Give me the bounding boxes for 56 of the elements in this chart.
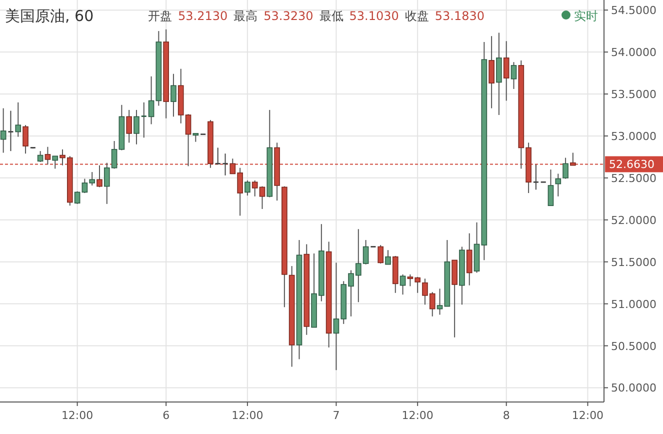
y-tick-label: 53.0000 [611, 130, 656, 143]
text: 美国原油, 60 [5, 7, 94, 25]
candlestick [436, 288, 443, 316]
candlestick [96, 164, 102, 188]
y-tick-label: 54.5000 [611, 4, 656, 18]
x-tick-label: 6 [162, 409, 170, 422]
candlestick [15, 102, 22, 138]
x-tick-label: 7 [332, 409, 340, 422]
candlestick [126, 109, 132, 144]
annotation: 最高 [234, 9, 258, 23]
annotation: 53.3230 [264, 9, 314, 23]
y-tick-label: 50.5000 [611, 340, 656, 353]
candlestick [37, 150, 44, 162]
candlestick [134, 109, 140, 145]
candlestick [555, 173, 562, 197]
candlestick [510, 62, 517, 90]
annotation: 53.1830 [434, 9, 484, 23]
candlestick [74, 190, 80, 204]
candlestick [244, 180, 250, 196]
candlestick [170, 73, 176, 118]
annotation: 53.2130 [178, 9, 228, 23]
y-tick-label: 53.5000 [611, 88, 656, 101]
y-tick-label: 54.0000 [611, 46, 656, 60]
candlestick [532, 164, 540, 190]
y-tick-label: 50.0000 [611, 382, 656, 395]
candlestick [22, 124, 28, 154]
x-tick-label: 12:00 [61, 409, 94, 422]
y-tick-label: 52.0000 [611, 214, 656, 227]
y-tick-label: 52.5000 [611, 172, 656, 185]
candlestick [8, 110, 14, 152]
ref-line-label: 52.6630 [609, 158, 654, 172]
candlestick [400, 274, 406, 296]
candlestick [0, 108, 6, 154]
annotation: 最低 [319, 9, 344, 23]
y-tick-label: 51.0000 [611, 298, 656, 311]
candlestick [222, 153, 228, 176]
annotation: 开盘 [148, 9, 172, 23]
candlestick [548, 169, 554, 206]
y-tick-label: 51.5000 [611, 256, 656, 269]
candlestick [562, 157, 568, 180]
annotation: 收盘 [404, 9, 429, 23]
candlestick [140, 102, 148, 138]
candlestick [385, 250, 391, 265]
candlestick [488, 36, 494, 109]
candlestick [214, 147, 222, 165]
candlestick [503, 40, 510, 102]
x-tick-label: 12:00 [402, 409, 434, 422]
x-tick-label: 12:00 [572, 409, 604, 422]
candlestick [52, 156, 58, 170]
candlestick [148, 76, 154, 125]
x-tick-label: 12:00 [232, 409, 264, 422]
candlestick [466, 232, 472, 286]
candlestick [378, 244, 384, 264]
x-tick-label: 8 [502, 409, 510, 422]
annotation: 实时 [574, 9, 598, 23]
annotation: 53.1030 [349, 9, 399, 23]
